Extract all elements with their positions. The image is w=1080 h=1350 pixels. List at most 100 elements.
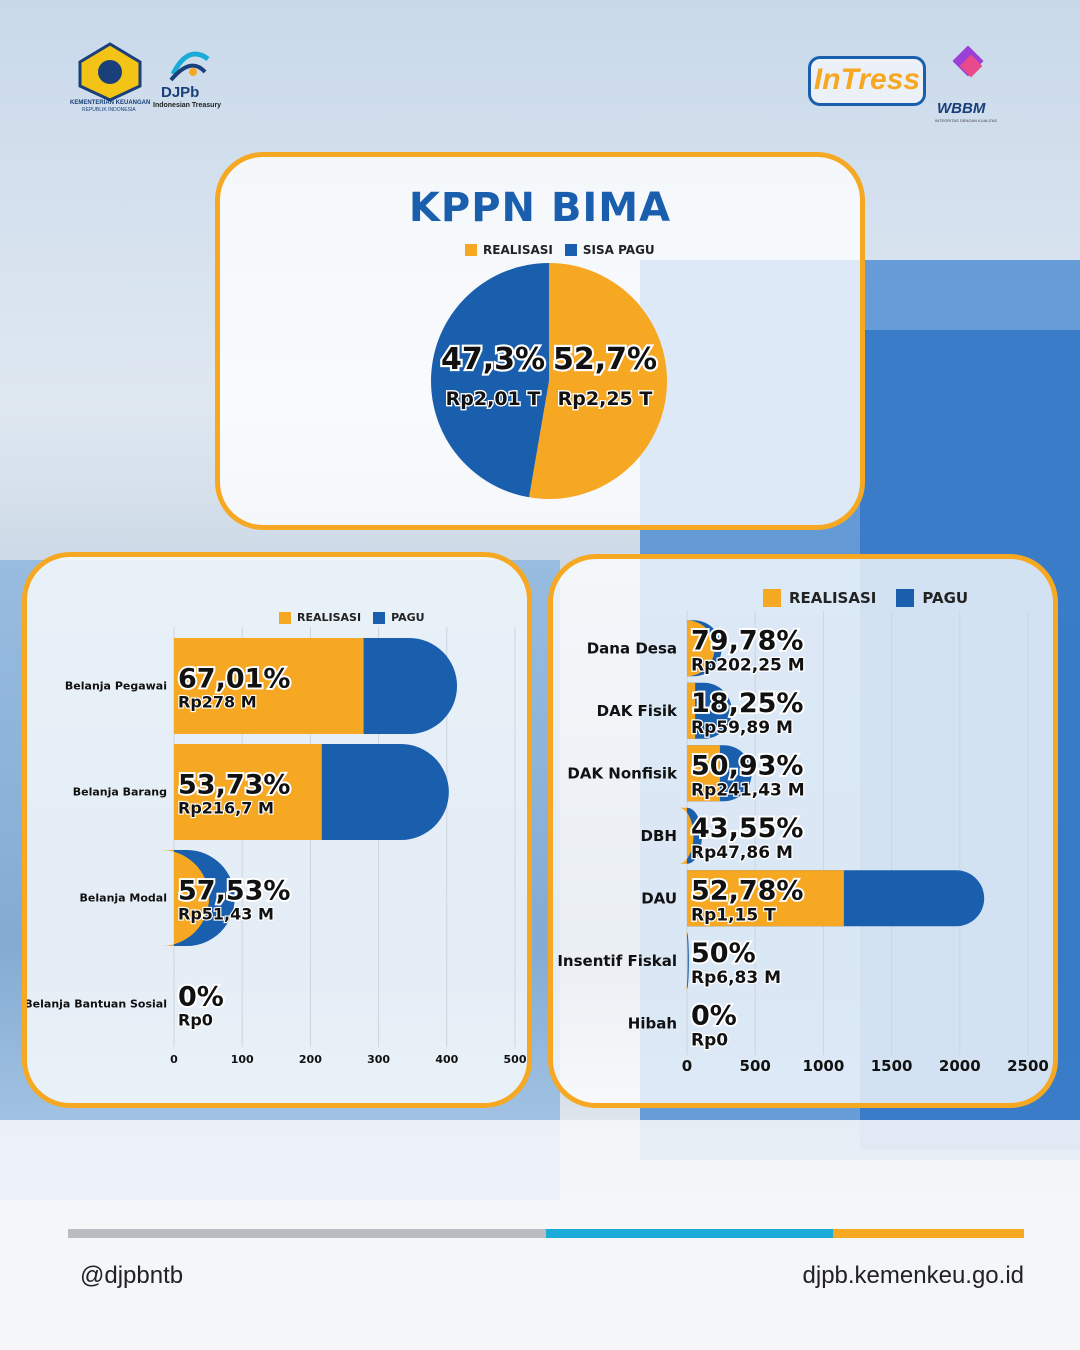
percent-data-label: 43,55% [691,813,803,844]
category-label: DAK Nonfisik [567,764,678,782]
x-tick-label: 2500 [1007,1057,1049,1075]
djpb-logo: DJPb Indonesian Treasury [153,44,225,114]
legend-swatch-pagu [373,611,386,624]
website-url[interactable]: djpb.kemenkeu.go.id [802,1262,1024,1289]
x-tick-label: 200 [299,1053,322,1066]
belanja-legend: REALISASI PAGU [279,611,437,624]
category-label: Insentif Fiskal [557,952,677,970]
percent-data-label: 53,73% [178,769,290,800]
legend-swatch-realisasi [279,611,291,624]
percent-data-label: 18,25% [691,688,803,719]
tkd-card: REALISASI PAGU 0 500 1000 1500 2000 2500 Dana … [548,554,1058,1108]
category-label: DAU [641,889,677,907]
percent-data-label: 0% [691,1001,737,1032]
category-label: Belanja Barang [73,786,167,799]
value-data-label: Rp6,83 M [691,968,781,988]
percent-data-label: 79,78% [691,626,803,657]
social-handle[interactable]: @djpbntb [80,1262,184,1289]
tkd-bar-chart: 0 500 1000 1500 2000 2500 Dana Desa 79,78%Rp202… [557,611,1049,1075]
bar-realisasi [687,682,696,739]
percent-data-label: 57,53% [178,875,290,906]
category-label: Belanja Pegawai [65,680,167,693]
bar-realisasi [174,744,322,840]
intress-logo-text: InTress [813,63,921,96]
tkd-legend: REALISASI PAGU [763,589,980,607]
value-data-label: Rp216,7 M [178,798,274,817]
djpb-swirl-icon [169,51,210,82]
legend-item-realisasi: REALISASI [763,589,876,607]
kemenkeu-emblem-icon [78,42,142,102]
x-tick-label: 0 [682,1057,692,1075]
legend-swatch-sisa-pagu [564,244,577,256]
legend-label-realisasi: REALISASI [297,611,362,624]
category-label: Belanja Modal [80,892,167,905]
x-tick-label: 1000 [803,1057,845,1075]
legend-label-pagu: PAGU [922,589,969,607]
bar-realisasi [687,870,844,927]
legend-swatch-realisasi [763,589,781,607]
legend-item-sisa-pagu: SISA PAGU [564,243,655,257]
legend-swatch-realisasi [465,244,477,256]
legend-item-realisasi: REALISASI [279,611,361,624]
category-label: DBH [641,827,677,845]
pie-card: KPPN BIMA REALISASI SISA PAGU 52,7% Rp2,2… [215,152,865,530]
intress-logo: InTress [808,56,926,106]
wbbm-subtext: INTEGRITAS DENGAN KUALITAS [935,118,998,123]
wbbm-diamond-icon [952,46,984,78]
footer-bar-gray [68,1229,546,1238]
percent-data-label: 50% [691,938,756,969]
bar-realisasi [161,850,210,946]
category-label: Hibah [628,1014,677,1032]
value-data-label: Rp202,25 M [691,656,805,676]
pie-percent-label-realisasi: 52,7% [553,342,657,377]
value-data-label: Rp47,86 M [691,843,793,863]
value-data-label: Rp278 M [178,692,257,711]
legend-item-pagu: PAGU [896,589,968,607]
bar-realisasi [687,745,720,802]
kemenkeu-logo: KEMENTERIAN KEUANGAN REPUBLIK INDONESIA [70,40,150,115]
legend-label-realisasi: REALISASI [789,589,877,607]
footer-bar-orange [833,1229,1024,1238]
bar-pagu [687,682,732,739]
x-tick-label: 300 [367,1053,390,1066]
category-label: Belanja Bantuan Sosial [27,998,167,1011]
x-tick-label: 400 [435,1053,458,1066]
category-label: DAK Fisik [597,702,678,720]
footer-color-bar [68,1229,1024,1238]
pie-value-label-sisa-pagu: Rp2,01 T [446,388,541,410]
pie-slice-sisa-pagu [431,263,549,498]
bar-realisasi [174,638,364,734]
value-data-label: Rp1,15 T [691,906,776,926]
pie-slice-realisasi [529,263,667,499]
value-data-label: Rp51,43 M [178,904,274,923]
legend-label-realisasi: REALISASI [483,243,553,257]
legend-item-pagu: PAGU [373,611,425,624]
chart-title: KPPN BIMA [408,185,672,231]
pie-legend: REALISASI SISA PAGU [465,243,667,257]
pie-chart: 52,7% Rp2,25 T 47,3% Rp2,01 T [431,263,667,499]
bar-realisasi [686,932,688,989]
bar-realisasi [678,807,694,864]
djpb-name: DJPb [161,84,200,101]
value-data-label: Rp241,43 M [691,781,805,801]
legend-item-realisasi: REALISASI [465,243,553,257]
wbbm-text: WBBM [937,100,986,117]
kemenkeu-caption: KEMENTERIAN KEUANGAN [70,100,151,106]
wbbm-logo: WBBM INTEGRITAS DENGAN KUALITAS [935,46,1005,126]
pie-value-label-realisasi: Rp2,25 T [558,388,653,410]
category-label: Dana Desa [587,639,677,657]
legend-swatch-pagu [896,589,915,607]
value-data-label: Rp0 [691,1031,728,1051]
legend-label-pagu: PAGU [391,611,425,624]
x-tick-label: 0 [170,1053,178,1066]
x-tick-label: 500 [740,1057,771,1075]
x-tick-label: 1500 [871,1057,913,1075]
value-data-label: Rp0 [178,1010,213,1029]
djpb-tagline: Indonesian Treasury [153,102,222,109]
kemenkeu-subcaption: REPUBLIK INDONESIA [82,107,136,113]
percent-data-label: 52,78% [691,876,803,907]
pie-percent-label-sisa-pagu: 47,3% [441,342,545,377]
legend-label-sisa-pagu: SISA PAGU [582,243,655,257]
value-data-label: Rp59,89 M [691,718,793,738]
